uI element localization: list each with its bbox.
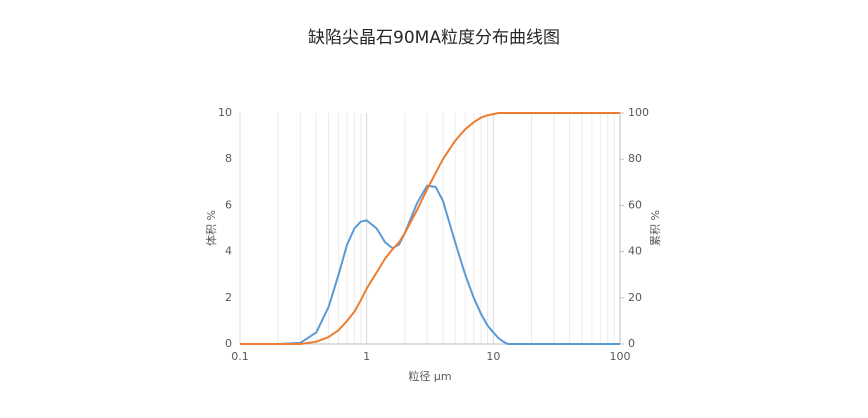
- line-series: [240, 112, 620, 345]
- y2-axis-label: 累积 %: [649, 210, 662, 246]
- y-tick-label: 2: [225, 291, 232, 304]
- x-tick-label: 1: [363, 350, 370, 363]
- y-axis-label: 体积 %: [204, 210, 218, 246]
- y2-tick-label: 20: [628, 291, 642, 304]
- y-tick-label: 0: [225, 337, 232, 350]
- x-tick-label: 10: [486, 350, 500, 363]
- y2-tick-label: 100: [628, 106, 649, 119]
- y2-tick-label: 40: [628, 245, 642, 258]
- y-tick-label: 10: [218, 106, 232, 119]
- y2-tick-label: 80: [628, 152, 642, 165]
- y2-tick-label: 0: [628, 337, 635, 350]
- x-tick-label: 0.1: [231, 350, 249, 363]
- line-series: [240, 184, 620, 345]
- y-tick-label: 8: [225, 152, 232, 165]
- y-tick-label: 6: [225, 198, 232, 211]
- x-tick-label: 100: [610, 350, 631, 363]
- chart-title: 缺陷尖晶石90MA粒度分布曲线图: [308, 28, 560, 48]
- y2-tick-label: 60: [628, 198, 642, 211]
- y-tick-label: 4: [225, 245, 232, 258]
- x-axis-label: 粒径 µm: [408, 369, 451, 383]
